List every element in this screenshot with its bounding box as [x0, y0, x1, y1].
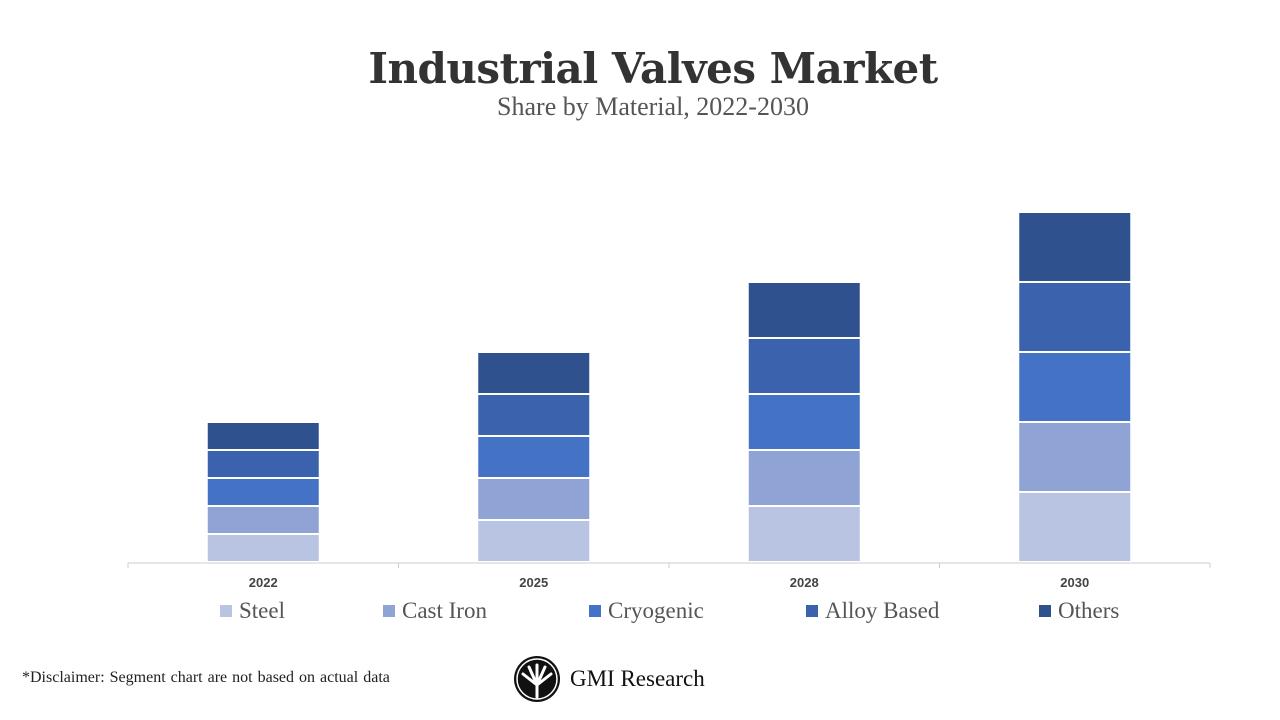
legend: Steel Cast Iron Cryogenic Alloy Based Others	[0, 598, 1280, 628]
legend-swatch	[589, 605, 601, 617]
legend-item: Cryogenic	[589, 598, 704, 624]
legend-swatch	[383, 605, 395, 617]
bar-steel-2028	[746, 505, 862, 563]
x-tick-label: 2030	[1060, 575, 1089, 590]
legend-label: Cryogenic	[608, 598, 704, 623]
bar-alloy-based-2030	[1017, 281, 1133, 353]
bar-alloy-based-2022	[205, 449, 321, 479]
bar-cast-iron-2030	[1017, 421, 1133, 493]
stacked-bar-chart: 2022 2025 2028 2030	[127, 211, 1211, 590]
bar-others-2025	[476, 351, 592, 395]
legend-item: Steel	[220, 598, 285, 624]
bar-cryogenic-2030	[1017, 351, 1133, 423]
legend-swatch	[806, 605, 818, 617]
bar-steel-2025	[476, 519, 592, 563]
disclaimer: *Disclaimer: Segment chart are not based…	[22, 669, 390, 686]
legend-label: Cast Iron	[402, 598, 487, 623]
gmi-logo-icon	[514, 656, 560, 702]
logo-text: GMI Research	[570, 666, 705, 691]
bar-cryogenic-2025	[476, 435, 592, 479]
x-tick-label: 2025	[519, 575, 548, 590]
bar-cryogenic-2022	[205, 477, 321, 507]
bar-alloy-based-2028	[746, 337, 862, 395]
x-tick-label: 2028	[790, 575, 819, 590]
bar-others-2030	[1017, 211, 1133, 283]
chart-subtitle: Share by Material, 2022-2030	[497, 92, 809, 121]
bar-cast-iron-2025	[476, 477, 592, 521]
bar-cryogenic-2028	[746, 393, 862, 451]
legend-label: Others	[1058, 598, 1120, 623]
gmi-logo: GMI Research	[513, 655, 705, 703]
legend-swatch	[220, 605, 232, 617]
legend-label: Alloy Based	[825, 598, 940, 623]
bar-others-2022	[205, 421, 321, 451]
legend-item: Alloy Based	[806, 598, 939, 624]
x-tick-label: 2022	[249, 575, 278, 590]
bar-cast-iron-2022	[205, 505, 321, 535]
legend-item: Others	[1039, 598, 1119, 624]
bar-steel-2022	[205, 533, 321, 563]
bar-others-2028	[746, 281, 862, 339]
bar-steel-2030	[1017, 491, 1133, 563]
legend-item: Cast Iron	[383, 598, 487, 624]
legend-label: Steel	[239, 598, 285, 623]
chart-title: Industrial Valves Market	[368, 44, 938, 93]
bar-cast-iron-2028	[746, 449, 862, 507]
legend-swatch	[1039, 605, 1051, 617]
bar-alloy-based-2025	[476, 393, 592, 437]
